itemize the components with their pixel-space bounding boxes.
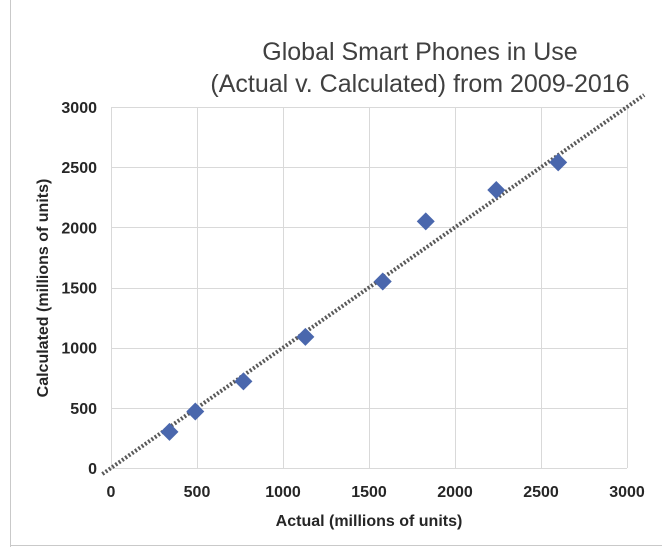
data-point [487,181,506,200]
data-point [373,272,392,291]
data-point [160,422,179,441]
data-point [549,153,568,172]
trendline [101,93,646,476]
y-tick-label: 2500 [61,160,97,177]
y-axis-label: Calculated (millions of units) [35,179,52,398]
x-tick-label: 2500 [523,484,559,501]
data-point [296,327,315,346]
x-tick-label: 1500 [351,484,387,501]
chart-title-line-1: Global Smart Phones in Use [262,38,577,66]
y-tick-label: 1500 [61,281,97,298]
y-tick-label: 0 [88,461,97,478]
y-tick-label: 1000 [61,341,97,358]
x-tick-label: 3000 [609,484,645,501]
y-tick-label: 2000 [61,220,97,237]
tick-labels: 0 500 1000 1500 2000 2500 3000 0 500 1000 1500 2000… [61,100,644,501]
data-points [160,153,568,441]
x-tick-label: 1000 [265,484,301,501]
chart-title-line-2: (Actual v. Calculated) from 2009-2016 [210,70,629,98]
trendline-group [101,93,646,476]
y-tick-label: 3000 [61,100,97,117]
data-point [416,212,435,231]
data-point [234,372,253,391]
x-tick-label: 500 [184,484,211,501]
x-tick-label: 0 [107,484,116,501]
x-tick-label: 2000 [437,484,473,501]
y-tick-label: 500 [70,401,97,418]
x-axis-label: Actual (millions of units) [276,513,463,530]
data-point [186,402,205,421]
